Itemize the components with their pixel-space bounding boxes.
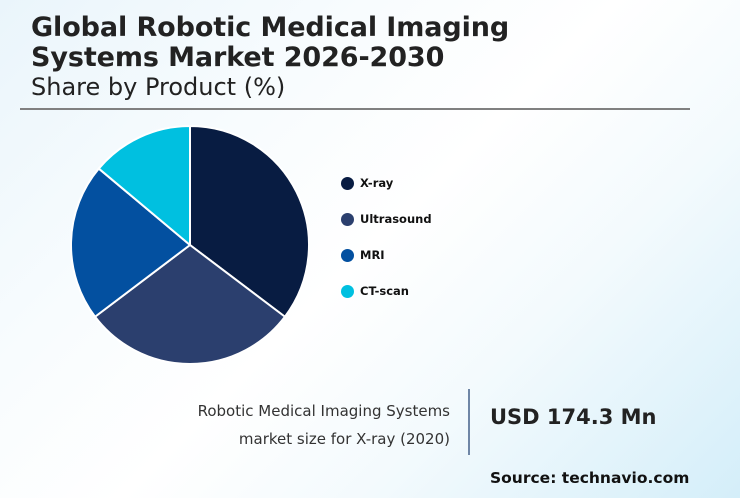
- stat-label-line-1: Robotic Medical Imaging Systems: [197, 402, 450, 420]
- legend-item-mri: MRI: [341, 246, 432, 264]
- pie-slice-ultrasound: [94, 244, 286, 365]
- legend-swatch-icon: [341, 248, 354, 262]
- pie-chart: [70, 125, 310, 365]
- legend-swatch-icon: [341, 284, 354, 298]
- chart-title: Global Robotic Medical Imaging Systems M…: [31, 13, 509, 73]
- legend-label: X-ray: [360, 176, 394, 190]
- pie-slice-mri: [70, 167, 191, 318]
- chart-legend: X-ray Ultrasound MRI CT-scan: [341, 174, 432, 318]
- header-divider: [20, 108, 690, 110]
- title-line-2: Systems Market 2026-2030: [31, 42, 445, 73]
- source-credit: Source: technavio.com: [490, 469, 690, 487]
- stat-label-line-2: market size for X-ray (2020): [238, 430, 450, 448]
- legend-label: Ultrasound: [360, 212, 432, 226]
- pie-slice-x-ray: [189, 125, 310, 318]
- legend-label: MRI: [360, 248, 385, 262]
- legend-label: CT-scan: [360, 284, 409, 298]
- pie-slice-ct-scan: [97, 125, 191, 246]
- legend-item-ultrasound: Ultrasound: [341, 210, 432, 228]
- stat-description: Robotic Medical Imaging Systems market s…: [198, 397, 450, 453]
- legend-swatch-icon: [341, 176, 354, 190]
- legend-item-ct-scan: CT-scan: [341, 282, 432, 300]
- chart-subtitle: Share by Product (%): [31, 73, 286, 101]
- title-line-1: Global Robotic Medical Imaging: [31, 12, 510, 43]
- stat-divider: [468, 389, 470, 455]
- stat-value: USD 174.3 Mn: [490, 405, 657, 429]
- legend-item-xray: X-ray: [341, 174, 432, 192]
- legend-swatch-icon: [341, 212, 354, 226]
